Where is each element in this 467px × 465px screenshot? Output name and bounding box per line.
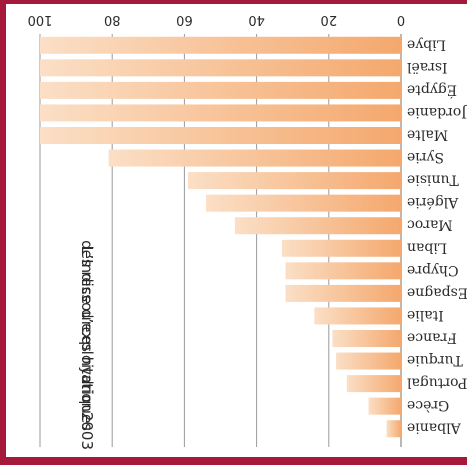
bar-15 (346, 375, 401, 393)
country-label-13: France (407, 330, 457, 346)
country-label-5: Syrie (407, 149, 444, 165)
bar-11 (285, 284, 401, 302)
bar-7 (206, 194, 401, 212)
bar-8 (234, 217, 401, 235)
country-label-14: Turquie (407, 352, 463, 368)
chart-title-line-3: 2003 (78, 412, 96, 450)
bar-5 (108, 149, 401, 167)
bar-17 (386, 420, 401, 438)
tick-label-0: 0 (397, 12, 405, 27)
bar-6 (188, 172, 401, 190)
bar-2 (40, 81, 401, 99)
grid-layer (39, 34, 402, 447)
chart-title-line-2: des ressources hydriques (78, 240, 96, 431)
country-label-8: Maroc (407, 217, 453, 233)
bar-12 (314, 307, 401, 325)
bar-9 (281, 239, 401, 257)
bar-16 (368, 397, 401, 415)
country-label-4: Malte (407, 127, 448, 143)
country-label-15: Portugal (406, 375, 467, 391)
tick-label-100: 100 (28, 12, 53, 27)
bar-3 (40, 104, 401, 122)
country-labels: Libye Israël Égypte Jordanie Malte Syrie Tunis… (406, 36, 467, 435)
country-label-11: Espagne (407, 284, 467, 300)
bar-4 (40, 127, 401, 144)
country-label-10: Chypre (407, 262, 459, 278)
bar-layer (40, 36, 401, 438)
tick-label-20: 20 (321, 12, 338, 27)
axis-ticks: 0 20 40 60 80 100 (28, 12, 406, 27)
country-label-16: Grèce (407, 397, 449, 413)
bar-14 (336, 352, 401, 370)
country-label-7: Algérie (407, 194, 459, 210)
bar-1 (40, 59, 401, 77)
country-label-3: Jordanie (407, 104, 467, 120)
tick-label-80: 80 (104, 12, 121, 27)
country-label-1: Israël (406, 59, 447, 75)
country-label-17: Albanie (407, 420, 462, 436)
tick-label-60: 60 (176, 12, 193, 27)
chart-title: L’Indice d’exploitation des ressources h… (78, 240, 96, 450)
bar-10 (285, 262, 401, 280)
tick-label-40: 40 (248, 12, 265, 27)
country-label-12: Italie (407, 307, 444, 323)
bar-13 (332, 330, 401, 347)
country-label-0: Libye (407, 36, 446, 52)
country-label-6: Tunisie (407, 172, 459, 188)
bar-0 (40, 36, 401, 54)
chart-panel: Libye Israël Égypte Jordanie Malte Syrie Tunis… (6, 4, 467, 457)
water-exploitation-chart: Libye Israël Égypte Jordanie Malte Syrie Tunis… (28, 12, 467, 450)
chart-title-line-1: L’Indice d’exploitation (78, 246, 96, 412)
country-label-9: Liban (407, 239, 447, 255)
country-label-2: Égypte (407, 81, 457, 99)
